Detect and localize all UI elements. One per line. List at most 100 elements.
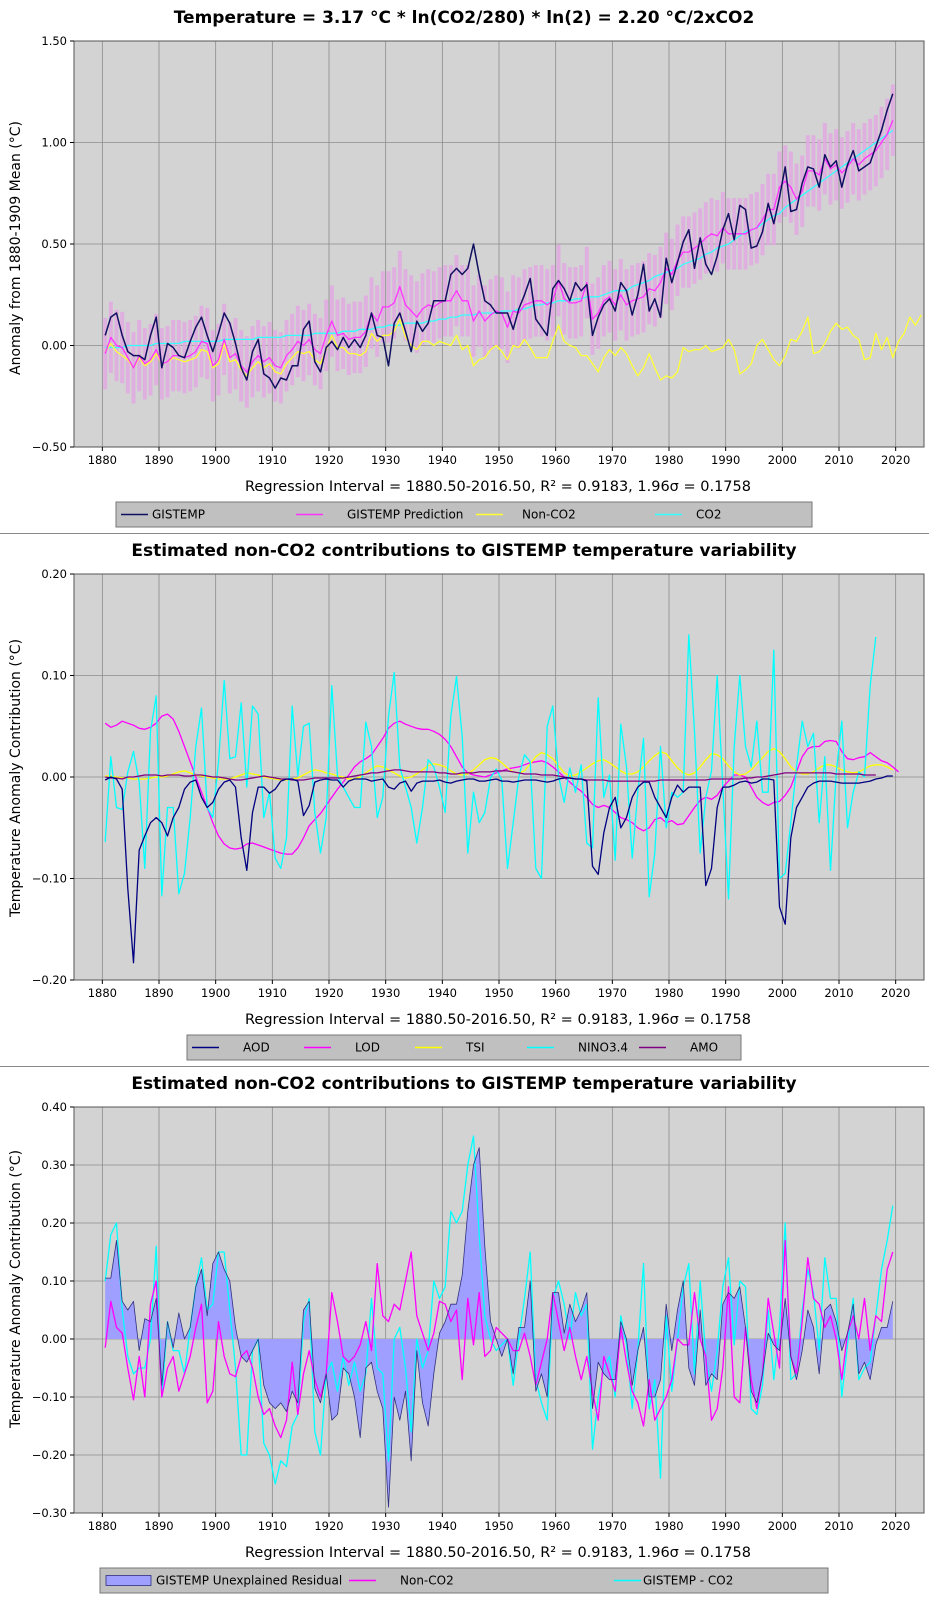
y-tick-label: 0.20 <box>41 1216 67 1230</box>
chart-title: Estimated non-CO2 contributions to GISTE… <box>131 1074 796 1094</box>
x-tick-label: 1960 <box>541 1519 570 1533</box>
chart-panel-temperature: Temperature = 3.17 °C * ln(CO2/280) * ln… <box>8 8 925 528</box>
series-line-tsi <box>105 747 894 781</box>
y-tick-label: −0.20 <box>32 1448 67 1462</box>
x-tick-label: 1960 <box>541 986 570 1000</box>
y-tick-label: −0.20 <box>32 973 67 987</box>
x-tick-label: 1910 <box>258 1519 287 1533</box>
legend-label: AOD <box>243 1041 270 1055</box>
axes: 1880 1890 1900 1910 1920 1930 1940 1950 1960 1970… <box>32 567 925 1000</box>
chart-panel-residual: Estimated non-CO2 contributions to GISTE… <box>8 1074 925 1594</box>
legend-label: GISTEMP Unexplained Residual <box>156 1574 342 1588</box>
x-axis-label: Regression Interval = 1880.50-2016.50, R… <box>245 1545 751 1561</box>
x-tick-label: 2020 <box>881 986 910 1000</box>
axes: 1880 1890 1900 1910 1920 1930 1940 1950 1960 1970… <box>32 1100 925 1533</box>
x-tick-label: 2020 <box>881 1519 910 1533</box>
x-tick-label: 1920 <box>314 986 343 1000</box>
x-tick-label: 1930 <box>371 986 400 1000</box>
series-line-gistemp-unexplained-residual <box>105 1147 894 1508</box>
x-tick-label: 1890 <box>144 453 173 467</box>
x-tick-label: 2010 <box>824 453 853 467</box>
x-tick-label: 1900 <box>201 986 230 1000</box>
legend-swatch <box>105 1575 152 1586</box>
y-tick-label: 0.00 <box>41 339 67 353</box>
y-tick-label: 0.30 <box>41 1158 67 1172</box>
chart-title: Estimated non-CO2 contributions to GISTE… <box>131 541 796 561</box>
series-line-gistemp <box>104 93 894 389</box>
data-marks <box>104 634 899 964</box>
x-tick-label: 1900 <box>201 453 230 467</box>
legend: GISTEMP GISTEMP Prediction Non-CO2 CO2 <box>115 501 813 528</box>
legend-label: TSI <box>465 1041 485 1055</box>
legend: AOD LOD TSI NINO3.4 AMO <box>186 1034 742 1061</box>
chart-title: Temperature = 3.17 °C * ln(CO2/280) * ln… <box>174 8 755 28</box>
x-tick-label: 1900 <box>201 1519 230 1533</box>
x-tick-label: 1950 <box>484 986 513 1000</box>
x-tick-label: 1970 <box>598 453 627 467</box>
legend-label: Non-CO2 <box>522 508 576 522</box>
x-tick-label: 1950 <box>484 453 513 467</box>
data-marks <box>103 84 922 408</box>
series-line-non-co2 <box>104 314 922 381</box>
y-tick-label: 0.50 <box>41 237 67 251</box>
series-line-gistemp-prediction <box>104 119 894 373</box>
x-tick-label: 1880 <box>88 986 117 1000</box>
x-tick-label: 2000 <box>768 986 797 1000</box>
y-tick-label: 1.50 <box>41 34 67 48</box>
x-tick-label: 1890 <box>144 1519 173 1533</box>
x-tick-label: 1990 <box>711 986 740 1000</box>
x-tick-label: 1890 <box>144 986 173 1000</box>
x-tick-label: 1920 <box>314 1519 343 1533</box>
x-tick-label: 2000 <box>768 453 797 467</box>
legend: GISTEMP Unexplained Residual Non-CO2 GISTE… <box>99 1567 829 1594</box>
y-axis-label: Anomaly from 1880-1909 Mean (°C) <box>8 121 24 375</box>
x-axis-label: Regression Interval = 1880.50-2016.50, R… <box>245 479 751 495</box>
y-tick-label: −0.30 <box>32 1506 67 1520</box>
x-tick-label: 1970 <box>598 1519 627 1533</box>
x-tick-label: 1940 <box>428 986 457 1000</box>
series-line-aod <box>104 775 893 964</box>
x-tick-label: 1980 <box>654 986 683 1000</box>
y-tick-label: −0.10 <box>32 1390 67 1404</box>
legend-box <box>99 1567 829 1594</box>
x-tick-label: 1940 <box>428 1519 457 1533</box>
x-tick-label: 1970 <box>598 986 627 1000</box>
y-tick-label: 0.20 <box>41 567 67 581</box>
y-tick-label: 1.00 <box>41 136 67 150</box>
legend-label: GISTEMP Prediction <box>347 508 463 522</box>
x-tick-label: 1910 <box>258 453 287 467</box>
series-line-nino3-4 <box>104 634 877 900</box>
x-tick-label: 1930 <box>371 1519 400 1533</box>
legend-label: CO2 <box>696 508 721 522</box>
y-tick-label: −0.50 <box>32 440 67 454</box>
x-tick-label: 1920 <box>314 453 343 467</box>
x-tick-label: 1990 <box>711 1519 740 1533</box>
legend-box <box>115 501 813 528</box>
y-tick-label: 0.00 <box>41 770 67 784</box>
x-tick-label: 1940 <box>428 453 457 467</box>
error-bar <box>103 317 108 390</box>
y-axis-label: Temperature Anomaly Contribution (°C) <box>8 1150 24 1429</box>
x-tick-label: 1910 <box>258 986 287 1000</box>
y-tick-label: 0.10 <box>41 1274 67 1288</box>
x-tick-label: 1960 <box>541 453 570 467</box>
legend-label: NINO3.4 <box>578 1041 628 1055</box>
x-tick-label: 1980 <box>654 1519 683 1533</box>
y-tick-label: −0.10 <box>32 872 67 886</box>
x-tick-label: 1880 <box>88 453 117 467</box>
x-tick-label: 1980 <box>654 453 683 467</box>
y-tick-label: 0.10 <box>41 669 67 683</box>
x-tick-label: 2020 <box>881 453 910 467</box>
x-tick-label: 1880 <box>88 1519 117 1533</box>
legend-label: LOD <box>355 1041 380 1055</box>
x-tick-label: 1950 <box>484 1519 513 1533</box>
legend-label: Non-CO2 <box>400 1574 454 1588</box>
series-line-amo <box>105 769 876 782</box>
x-tick-label: 2010 <box>824 1519 853 1533</box>
y-axis-label: Temperature Anomaly Contribution (°C) <box>8 639 24 918</box>
error-bar <box>890 84 895 156</box>
x-tick-label: 1990 <box>711 453 740 467</box>
x-tick-label: 2000 <box>768 1519 797 1533</box>
